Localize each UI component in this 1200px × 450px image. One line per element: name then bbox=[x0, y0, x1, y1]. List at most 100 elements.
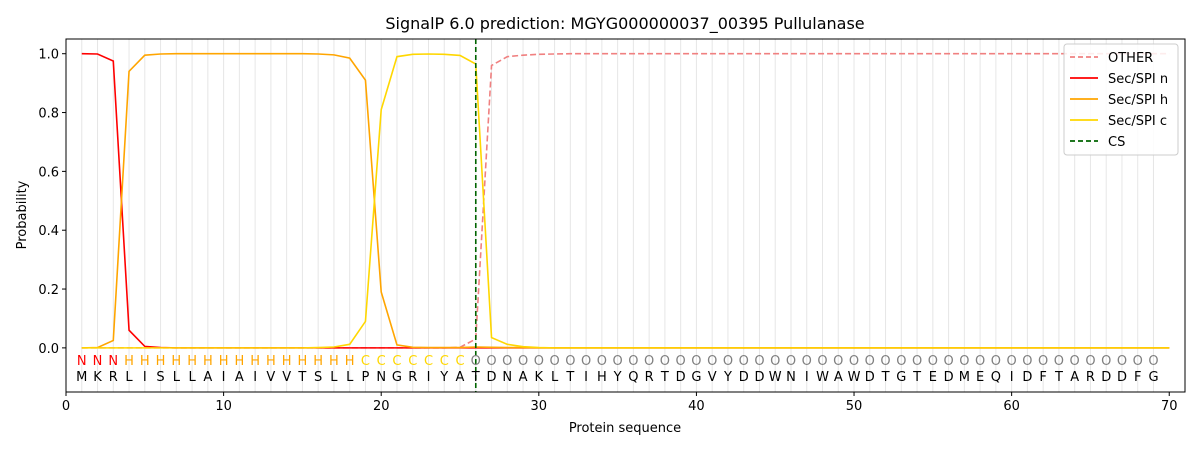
legend-label: Sec/SPI h bbox=[1108, 93, 1168, 108]
residue-label: D bbox=[944, 370, 954, 385]
chart-title: SignalP 6.0 prediction: MGYG000000037_00… bbox=[385, 14, 864, 34]
residue-label: K bbox=[535, 370, 544, 385]
residue-label: T bbox=[881, 370, 890, 385]
series-layer bbox=[81, 39, 1170, 392]
region-label: O bbox=[1148, 354, 1158, 369]
region-label: O bbox=[770, 354, 780, 369]
residue-label: S bbox=[314, 370, 322, 385]
legend-label: Sec/SPI c bbox=[1108, 114, 1167, 129]
x-tick-label: 60 bbox=[1003, 399, 1020, 414]
residue-label: L bbox=[125, 370, 133, 385]
region-label: O bbox=[707, 354, 717, 369]
region-label: O bbox=[849, 354, 859, 369]
residue-label: A bbox=[235, 370, 244, 385]
x-tick-label: 50 bbox=[846, 399, 863, 414]
region-label: O bbox=[534, 354, 544, 369]
region-label: O bbox=[880, 354, 890, 369]
region-label: O bbox=[723, 354, 733, 369]
residue-label: G bbox=[896, 370, 906, 385]
x-tick-label: 10 bbox=[215, 399, 232, 414]
residue-label: H bbox=[597, 370, 607, 385]
region-label: O bbox=[1133, 354, 1143, 369]
residue-label: G bbox=[392, 370, 402, 385]
residue-label: Y bbox=[723, 370, 732, 385]
region-label: O bbox=[1101, 354, 1111, 369]
region-label: O bbox=[597, 354, 607, 369]
grid-lines bbox=[81, 39, 1154, 392]
y-tick-label: 0.2 bbox=[38, 283, 59, 298]
region-label: C bbox=[361, 354, 370, 369]
residue-label: E bbox=[929, 370, 937, 385]
region-label: C bbox=[424, 354, 433, 369]
residue-label: I bbox=[427, 370, 431, 385]
residue-label: I bbox=[584, 370, 588, 385]
residue-label: I bbox=[253, 370, 257, 385]
series-line-other bbox=[81, 52, 1170, 349]
region-label: H bbox=[219, 354, 229, 369]
residue-label: I bbox=[143, 370, 147, 385]
region-label: O bbox=[786, 354, 796, 369]
x-axis-label: Protein sequence bbox=[569, 421, 681, 436]
y-tick-label: 0.0 bbox=[38, 342, 59, 357]
region-label: O bbox=[943, 354, 953, 369]
region-label: O bbox=[739, 354, 749, 369]
region-label: O bbox=[518, 354, 528, 369]
region-label: O bbox=[486, 354, 496, 369]
region-label: H bbox=[203, 354, 213, 369]
residue-label: A bbox=[456, 370, 465, 385]
region-label: O bbox=[991, 354, 1001, 369]
residue-label: R bbox=[109, 370, 118, 385]
x-tick-label: 20 bbox=[373, 399, 390, 414]
region-label: O bbox=[928, 354, 938, 369]
residue-label: D bbox=[487, 370, 497, 385]
legend-label: CS bbox=[1108, 135, 1125, 150]
y-tick-label: 0.8 bbox=[38, 107, 59, 122]
legend-box bbox=[1063, 43, 1179, 156]
residue-label: W bbox=[769, 370, 782, 385]
region-label: O bbox=[644, 354, 654, 369]
residue-label: R bbox=[408, 370, 417, 385]
region-label: C bbox=[440, 354, 449, 369]
series-line-sec-spi-n bbox=[81, 52, 1170, 349]
region-label: O bbox=[754, 354, 764, 369]
region-label: H bbox=[234, 354, 244, 369]
x-tick-label: 0 bbox=[62, 399, 70, 414]
region-label: H bbox=[140, 354, 150, 369]
residue-label: L bbox=[551, 370, 559, 385]
residue-label: F bbox=[1039, 370, 1046, 385]
x-tick-label: 40 bbox=[688, 399, 705, 414]
residue-label: Q bbox=[628, 370, 638, 385]
residue-label: V bbox=[266, 370, 275, 385]
residue-label: A bbox=[834, 370, 843, 385]
region-label: O bbox=[1022, 354, 1032, 369]
residue-label: I bbox=[222, 370, 226, 385]
region-label: O bbox=[1085, 354, 1095, 369]
region-label: O bbox=[817, 354, 827, 369]
residue-label: L bbox=[173, 370, 181, 385]
series-line-sec-spi-h bbox=[81, 52, 1170, 349]
region-label: O bbox=[912, 354, 922, 369]
legend: OTHER Sec/SPI n Sec/SPI h Sec/SPI c CS bbox=[1063, 43, 1179, 156]
region-label: O bbox=[975, 354, 985, 369]
region-label: H bbox=[171, 354, 181, 369]
series-line-sec-spi-c bbox=[81, 53, 1170, 349]
residue-label: R bbox=[1086, 370, 1095, 385]
residue-label: T bbox=[912, 370, 921, 385]
region-label: O bbox=[628, 354, 638, 369]
region-label: O bbox=[549, 354, 559, 369]
residue-label: A bbox=[203, 370, 212, 385]
residue-label: N bbox=[502, 370, 512, 385]
region-label: O bbox=[802, 354, 812, 369]
residue-label: W bbox=[848, 370, 861, 385]
region-label: O bbox=[502, 354, 512, 369]
region-label: C bbox=[392, 354, 401, 369]
residue-label: P bbox=[362, 370, 370, 385]
region-label: H bbox=[124, 354, 134, 369]
region-label: O bbox=[565, 354, 575, 369]
region-label: O bbox=[613, 354, 623, 369]
y-axis-ticks: 0.0 0.2 0.4 0.6 0.8 1.0 bbox=[38, 48, 66, 357]
y-tick-label: 1.0 bbox=[38, 48, 59, 63]
residue-label: D bbox=[754, 370, 764, 385]
residue-label: W bbox=[816, 370, 829, 385]
